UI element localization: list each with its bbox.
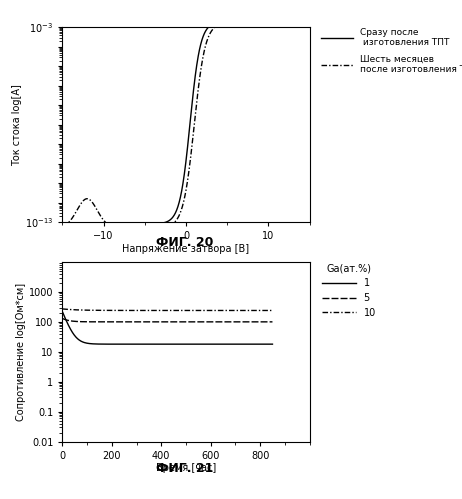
Y-axis label: Сопротивление log[Ом*см]: Сопротивление log[Ом*см] [16, 283, 26, 421]
X-axis label: Напряжение затвора [В]: Напряжение затвора [В] [122, 244, 249, 254]
Y-axis label: Ток стока log[A]: Ток стока log[A] [12, 84, 22, 166]
Text: ФИГ. 21: ФИГ. 21 [156, 462, 213, 475]
Text: ФИГ. 20: ФИГ. 20 [156, 236, 213, 249]
X-axis label: Время [час]: Время [час] [156, 464, 216, 474]
Legend: Сразу после
 изготовления ТПТ, Шесть месяцев
после изготовления ТПТ: Сразу после изготовления ТПТ, Шесть меся… [322, 28, 462, 74]
Legend: 1, 5, 10: 1, 5, 10 [322, 263, 376, 318]
